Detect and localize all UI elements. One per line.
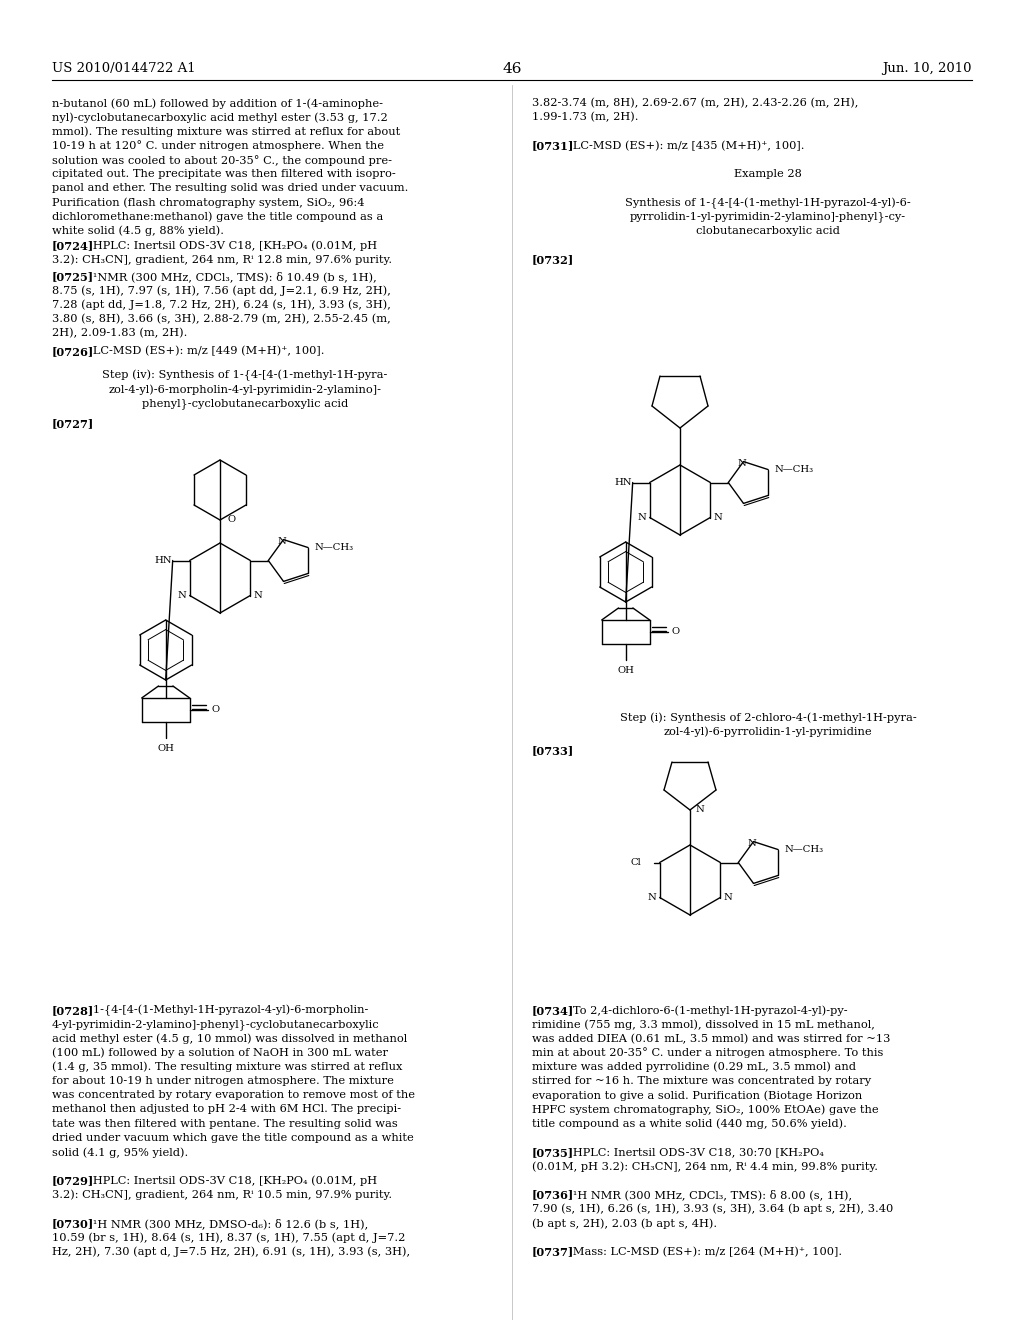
Text: cipitated out. The precipitate was then filtered with isopro-: cipitated out. The precipitate was then … [52, 169, 395, 180]
Text: nyl)-cyclobutanecarboxylic acid methyl ester (3.53 g, 17.2: nyl)-cyclobutanecarboxylic acid methyl e… [52, 112, 388, 123]
Text: 4-yl-pyrimidin-2-ylamino]-phenyl}-cyclobutanecarboxylic: 4-yl-pyrimidin-2-ylamino]-phenyl}-cyclob… [52, 1019, 380, 1030]
Text: Step (i): Synthesis of 2-chloro-4-(1-methyl-1H-pyra-: Step (i): Synthesis of 2-chloro-4-(1-met… [620, 711, 916, 722]
Text: 1.99-1.73 (m, 2H).: 1.99-1.73 (m, 2H). [532, 112, 639, 123]
Text: ¹NMR (300 MHz, CDCl₃, TMS): δ 10.49 (b s, 1H),: ¹NMR (300 MHz, CDCl₃, TMS): δ 10.49 (b s… [82, 271, 377, 281]
Text: US 2010/0144722 A1: US 2010/0144722 A1 [52, 62, 196, 75]
Text: methanol then adjusted to pH 2-4 with 6M HCl. The precipi-: methanol then adjusted to pH 2-4 with 6M… [52, 1105, 401, 1114]
Text: (0.01M, pH 3.2): CH₃CN], 264 nm, Rⁱ 4.4 min, 99.8% purity.: (0.01M, pH 3.2): CH₃CN], 264 nm, Rⁱ 4.4 … [532, 1162, 878, 1172]
Text: ¹H NMR (300 MHz, CDCl₃, TMS): δ 8.00 (s, 1H),: ¹H NMR (300 MHz, CDCl₃, TMS): δ 8.00 (s,… [562, 1189, 852, 1200]
Text: HPLC: Inertsil ODS-3V C18, [KH₂PO₄ (0.01M, pH: HPLC: Inertsil ODS-3V C18, [KH₂PO₄ (0.01… [82, 1175, 378, 1185]
Text: 7.28 (apt dd, J=1.8, 7.2 Hz, 2H), 6.24 (s, 1H), 3.93 (s, 3H),: 7.28 (apt dd, J=1.8, 7.2 Hz, 2H), 6.24 (… [52, 300, 391, 310]
Text: Jun. 10, 2010: Jun. 10, 2010 [883, 62, 972, 75]
Text: HPLC: Inertsil ODS-3V C18, [KH₂PO₄ (0.01M, pH: HPLC: Inertsil ODS-3V C18, [KH₂PO₄ (0.01… [82, 240, 378, 251]
Text: [0734]: [0734] [532, 1005, 574, 1016]
Text: rimidine (755 mg, 3.3 mmol), dissolved in 15 mL methanol,: rimidine (755 mg, 3.3 mmol), dissolved i… [532, 1019, 874, 1030]
Text: HPLC: Inertsil ODS-3V C18, 30:70 [KH₂PO₄: HPLC: Inertsil ODS-3V C18, 30:70 [KH₂PO₄ [562, 1147, 824, 1158]
Text: [0730]: [0730] [52, 1218, 94, 1229]
Text: [0729]: [0729] [52, 1175, 94, 1187]
Text: [0728]: [0728] [52, 1005, 94, 1016]
Text: [0736]: [0736] [532, 1189, 574, 1201]
Text: OH: OH [158, 744, 174, 752]
Text: dried under vacuum which gave the title compound as a white: dried under vacuum which gave the title … [52, 1133, 414, 1143]
Text: title compound as a white solid (440 mg, 50.6% yield).: title compound as a white solid (440 mg,… [532, 1118, 847, 1129]
Text: (b apt s, 2H), 2.03 (b apt s, 4H).: (b apt s, 2H), 2.03 (b apt s, 4H). [532, 1218, 717, 1229]
Text: 46: 46 [502, 62, 522, 77]
Text: 1-{4-[4-(1-Methyl-1H-pyrazol-4-yl)-6-morpholin-: 1-{4-[4-(1-Methyl-1H-pyrazol-4-yl)-6-mor… [82, 1005, 369, 1016]
Text: 2H), 2.09-1.83 (m, 2H).: 2H), 2.09-1.83 (m, 2H). [52, 327, 187, 338]
Text: N: N [748, 840, 756, 847]
Text: N: N [695, 805, 703, 814]
Text: [0737]: [0737] [532, 1246, 574, 1258]
Text: min at about 20-35° C. under a nitrogen atmosphere. To this: min at about 20-35° C. under a nitrogen … [532, 1048, 884, 1059]
Text: LC-MSD (ES+): m/z [449 (M+H)⁺, 100].: LC-MSD (ES+): m/z [449 (M+H)⁺, 100]. [82, 346, 325, 356]
Text: HN: HN [614, 478, 632, 487]
Text: 8.75 (s, 1H), 7.97 (s, 1H), 7.56 (apt dd, J=2.1, 6.9 Hz, 2H),: 8.75 (s, 1H), 7.97 (s, 1H), 7.56 (apt dd… [52, 285, 391, 296]
Text: was concentrated by rotary evaporation to remove most of the: was concentrated by rotary evaporation t… [52, 1090, 415, 1100]
Text: solid (4.1 g, 95% yield).: solid (4.1 g, 95% yield). [52, 1147, 188, 1158]
Text: ¹H NMR (300 MHz, DMSO-d₆): δ 12.6 (b s, 1H),: ¹H NMR (300 MHz, DMSO-d₆): δ 12.6 (b s, … [82, 1218, 369, 1229]
Text: 3.82-3.74 (m, 8H), 2.69-2.67 (m, 2H), 2.43-2.26 (m, 2H),: 3.82-3.74 (m, 8H), 2.69-2.67 (m, 2H), 2.… [532, 98, 858, 108]
Text: N—CH₃: N—CH₃ [774, 465, 813, 474]
Text: [0732]: [0732] [532, 255, 574, 265]
Text: [0733]: [0733] [532, 744, 574, 756]
Text: LC-MSD (ES+): m/z [435 (M+H)⁺, 100].: LC-MSD (ES+): m/z [435 (M+H)⁺, 100]. [562, 141, 805, 150]
Text: N: N [637, 513, 646, 521]
Text: for about 10-19 h under nitrogen atmosphere. The mixture: for about 10-19 h under nitrogen atmosph… [52, 1076, 394, 1086]
Text: 7.90 (s, 1H), 6.26 (s, 1H), 3.93 (s, 3H), 3.64 (b apt s, 2H), 3.40: 7.90 (s, 1H), 6.26 (s, 1H), 3.93 (s, 3H)… [532, 1204, 893, 1214]
Text: evaporation to give a solid. Purification (Biotage Horizon: evaporation to give a solid. Purificatio… [532, 1090, 862, 1101]
Text: O: O [672, 627, 680, 636]
Text: Purification (flash chromatography system, SiO₂, 96:4: Purification (flash chromatography syste… [52, 198, 365, 209]
Text: was added DIEA (0.61 mL, 3.5 mmol) and was stirred for ~13: was added DIEA (0.61 mL, 3.5 mmol) and w… [532, 1034, 891, 1044]
Text: 3.80 (s, 8H), 3.66 (s, 3H), 2.88-2.79 (m, 2H), 2.55-2.45 (m,: 3.80 (s, 8H), 3.66 (s, 3H), 2.88-2.79 (m… [52, 314, 391, 323]
Text: n-butanol (60 mL) followed by addition of 1-(4-aminophe-: n-butanol (60 mL) followed by addition o… [52, 98, 383, 108]
Text: (100 mL) followed by a solution of NaOH in 300 mL water: (100 mL) followed by a solution of NaOH … [52, 1048, 388, 1059]
Text: (1.4 g, 35 mmol). The resulting mixture was stirred at reflux: (1.4 g, 35 mmol). The resulting mixture … [52, 1061, 402, 1072]
Text: N: N [254, 591, 263, 601]
Text: zol-4-yl)-6-morpholin-4-yl-pyrimidin-2-ylamino]-: zol-4-yl)-6-morpholin-4-yl-pyrimidin-2-y… [109, 384, 382, 395]
Text: Hz, 2H), 7.30 (apt d, J=7.5 Hz, 2H), 6.91 (s, 1H), 3.93 (s, 3H),: Hz, 2H), 7.30 (apt d, J=7.5 Hz, 2H), 6.9… [52, 1246, 411, 1257]
Text: [0724]: [0724] [52, 240, 94, 251]
Text: 3.2): CH₃CN], gradient, 264 nm, Rⁱ 12.8 min, 97.6% purity.: 3.2): CH₃CN], gradient, 264 nm, Rⁱ 12.8 … [52, 255, 392, 265]
Text: N: N [647, 894, 656, 902]
Text: stirred for ~16 h. The mixture was concentrated by rotary: stirred for ~16 h. The mixture was conce… [532, 1076, 871, 1086]
Text: 10.59 (br s, 1H), 8.64 (s, 1H), 8.37 (s, 1H), 7.55 (apt d, J=7.2: 10.59 (br s, 1H), 8.64 (s, 1H), 8.37 (s,… [52, 1232, 406, 1242]
Text: Cl: Cl [631, 858, 642, 867]
Text: [0725]: [0725] [52, 271, 94, 282]
Text: white solid (4.5 g, 88% yield).: white solid (4.5 g, 88% yield). [52, 226, 224, 236]
Text: N: N [714, 513, 723, 521]
Text: dichloromethane:methanol) gave the title compound as a: dichloromethane:methanol) gave the title… [52, 211, 383, 222]
Text: N: N [177, 591, 186, 601]
Text: [0727]: [0727] [52, 418, 94, 429]
Text: [0731]: [0731] [532, 141, 574, 152]
Text: pyrrolidin-1-yl-pyrimidin-2-ylamino]-phenyl}-cy-: pyrrolidin-1-yl-pyrimidin-2-ylamino]-phe… [630, 211, 906, 222]
Text: tate was then filtered with pentane. The resulting solid was: tate was then filtered with pentane. The… [52, 1118, 397, 1129]
Text: N: N [737, 459, 745, 469]
Text: N: N [278, 537, 286, 546]
Text: O: O [227, 516, 236, 524]
Text: To 2,4-dichloro-6-(1-methyl-1H-pyrazol-4-yl)-py-: To 2,4-dichloro-6-(1-methyl-1H-pyrazol-4… [562, 1005, 848, 1015]
Text: Synthesis of 1-{4-[4-(1-methyl-1H-pyrazol-4-yl)-6-: Synthesis of 1-{4-[4-(1-methyl-1H-pyrazo… [625, 198, 911, 209]
Text: zol-4-yl)-6-pyrrolidin-1-yl-pyrimidine: zol-4-yl)-6-pyrrolidin-1-yl-pyrimidine [664, 726, 872, 737]
Text: 10-19 h at 120° C. under nitrogen atmosphere. When the: 10-19 h at 120° C. under nitrogen atmosp… [52, 141, 384, 152]
Text: N—CH₃: N—CH₃ [314, 543, 353, 552]
Text: mixture was added pyrrolidine (0.29 mL, 3.5 mmol) and: mixture was added pyrrolidine (0.29 mL, … [532, 1061, 856, 1072]
Text: HPFC system chromatography, SiO₂, 100% EtOAe) gave the: HPFC system chromatography, SiO₂, 100% E… [532, 1105, 879, 1115]
Text: phenyl}-cyclobutanecarboxylic acid: phenyl}-cyclobutanecarboxylic acid [142, 399, 348, 409]
Text: panol and ether. The resulting solid was dried under vacuum.: panol and ether. The resulting solid was… [52, 183, 409, 193]
Text: N—CH₃: N—CH₃ [784, 845, 823, 854]
Text: N: N [724, 894, 733, 902]
Text: [0735]: [0735] [532, 1147, 574, 1158]
Text: Step (iv): Synthesis of 1-{4-[4-(1-methyl-1H-pyra-: Step (iv): Synthesis of 1-{4-[4-(1-methy… [102, 370, 388, 381]
Text: [0726]: [0726] [52, 346, 94, 356]
Text: mmol). The resulting mixture was stirred at reflux for about: mmol). The resulting mixture was stirred… [52, 127, 400, 137]
Text: 3.2): CH₃CN], gradient, 264 nm, Rⁱ 10.5 min, 97.9% purity.: 3.2): CH₃CN], gradient, 264 nm, Rⁱ 10.5 … [52, 1189, 392, 1200]
Text: solution was cooled to about 20-35° C., the compound pre-: solution was cooled to about 20-35° C., … [52, 154, 392, 166]
Text: clobutanecarboxylic acid: clobutanecarboxylic acid [696, 226, 840, 236]
Text: O: O [212, 705, 220, 714]
Text: OH: OH [617, 667, 634, 675]
Text: HN: HN [155, 556, 172, 565]
Text: Mass: LC-MSD (ES+): m/z [264 (M+H)⁺, 100].: Mass: LC-MSD (ES+): m/z [264 (M+H)⁺, 100… [562, 1246, 843, 1257]
Text: Example 28: Example 28 [734, 169, 802, 180]
Text: acid methyl ester (4.5 g, 10 mmol) was dissolved in methanol: acid methyl ester (4.5 g, 10 mmol) was d… [52, 1034, 408, 1044]
